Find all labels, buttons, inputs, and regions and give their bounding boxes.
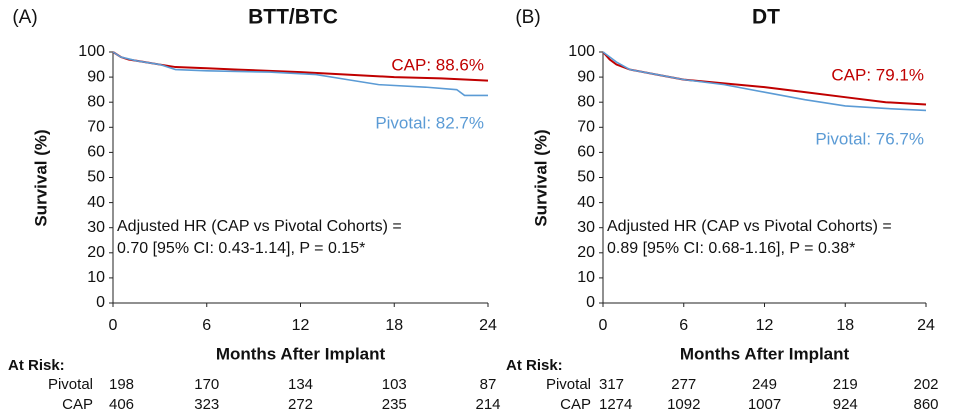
at-risk-label: At Risk: (8, 357, 65, 374)
y-tick-label: 60 (577, 144, 595, 161)
x-tick-label: 24 (917, 317, 935, 334)
y-tick-label: 10 (87, 269, 105, 286)
at-risk-row-name: CAP (62, 396, 93, 413)
y-tick-label: 40 (577, 194, 595, 211)
at-risk-row-name: CAP (560, 396, 591, 413)
x-tick-label: 0 (109, 317, 118, 334)
y-tick-label: 30 (577, 219, 595, 236)
y-tick-label: 40 (87, 194, 105, 211)
y-tick-label: 90 (87, 68, 105, 85)
x-tick-label: 12 (292, 317, 310, 334)
y-tick-label: 10 (577, 269, 595, 286)
at-risk-label: At Risk: (506, 357, 563, 374)
y-tick-label: 0 (586, 294, 595, 311)
y-tick-label: 0 (96, 294, 105, 311)
chart-title: BTT/BTC (248, 6, 338, 29)
chart-title: DT (752, 6, 780, 29)
y-axis-label: Survival (%) (31, 129, 50, 226)
y-tick-label: 20 (577, 244, 595, 261)
y-tick-label: 70 (87, 119, 105, 136)
at-risk-count: 277 (671, 376, 696, 393)
at-risk-count: 1007 (748, 396, 781, 413)
survival-curve (112, 51, 488, 97)
at-risk-count: 272 (288, 396, 313, 413)
annotation: Adjusted HR (CAP vs Pivotal Cohorts) = (607, 218, 892, 235)
at-risk-count: 214 (475, 396, 500, 413)
curve-label: Pivotal: 76.7% (815, 129, 924, 148)
at-risk-row-name: Pivotal (48, 376, 93, 393)
at-risk-count: 924 (833, 396, 858, 413)
y-tick-label: 70 (577, 119, 595, 136)
y-tick-label: 30 (87, 219, 105, 236)
y-tick-label: 100 (78, 43, 105, 60)
curve-label: CAP: 79.1% (831, 65, 924, 84)
at-risk-count: 323 (194, 396, 219, 413)
at-risk-row-name: Pivotal (546, 376, 591, 393)
at-risk-count: 198 (109, 376, 134, 393)
x-tick-label: 12 (756, 317, 774, 334)
x-axis-label: Months After Implant (216, 344, 386, 363)
x-tick-label: 18 (836, 317, 854, 334)
y-tick-label: 80 (577, 93, 595, 110)
at-risk-count: 406 (109, 396, 134, 413)
at-risk-count: 317 (599, 376, 624, 393)
y-tick-label: 50 (87, 169, 105, 186)
survival-curve (602, 51, 927, 112)
y-tick-label: 90 (577, 68, 595, 85)
x-tick-label: 6 (202, 317, 211, 334)
y-tick-label: 60 (87, 144, 105, 161)
at-risk-count: 134 (288, 376, 313, 393)
y-tick-label: 20 (87, 244, 105, 261)
y-tick-label: 100 (568, 43, 595, 60)
curve-label: Pivotal: 82.7% (375, 113, 484, 132)
x-tick-label: 24 (479, 317, 497, 334)
x-tick-label: 6 (679, 317, 688, 334)
at-risk-count: 235 (382, 396, 407, 413)
x-tick-label: 0 (599, 317, 608, 334)
y-axis-label: Survival (%) (531, 129, 550, 226)
at-risk-count: 860 (913, 396, 938, 413)
panel-label: (A) (12, 7, 37, 28)
at-risk-count: 219 (833, 376, 858, 393)
annotation: 0.89 [95% CI: 0.68-1.16], P = 0.38* (607, 240, 855, 257)
at-risk-count: 87 (480, 376, 497, 393)
at-risk-count: 1092 (667, 396, 700, 413)
curve-label: CAP: 88.6% (391, 55, 484, 74)
at-risk-count: 103 (382, 376, 407, 393)
at-risk-count: 170 (194, 376, 219, 393)
annotation: 0.70 [95% CI: 0.43-1.14], P = 0.15* (117, 240, 365, 257)
panel-label: (B) (515, 7, 540, 28)
annotation: Adjusted HR (CAP vs Pivotal Cohorts) = (117, 218, 402, 235)
at-risk-count: 249 (752, 376, 777, 393)
at-risk-count: 1274 (599, 396, 632, 413)
x-tick-label: 18 (385, 317, 403, 334)
y-tick-label: 50 (577, 169, 595, 186)
y-tick-label: 80 (87, 93, 105, 110)
at-risk-count: 202 (913, 376, 938, 393)
x-axis-label: Months After Implant (680, 344, 850, 363)
